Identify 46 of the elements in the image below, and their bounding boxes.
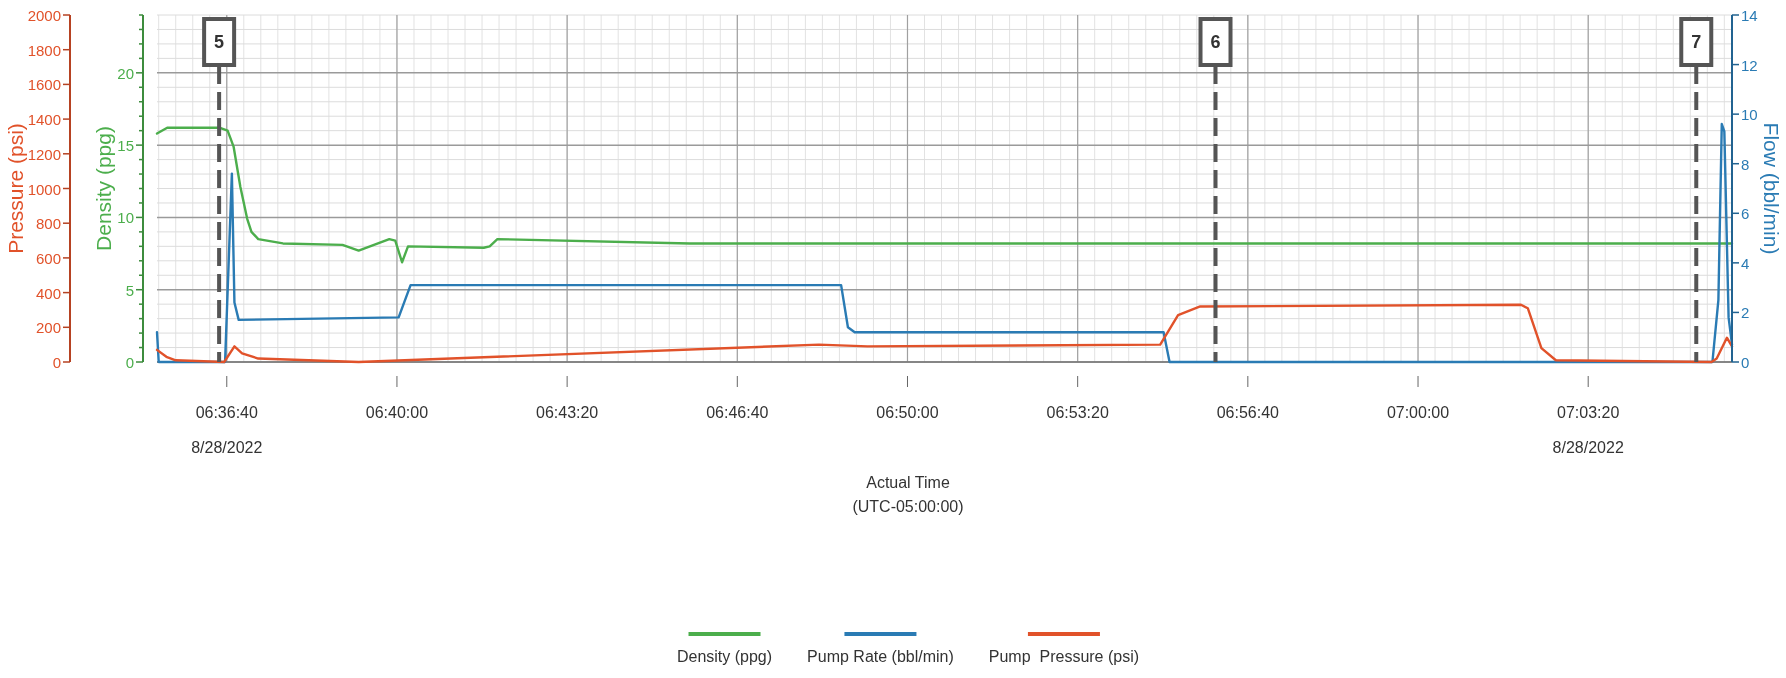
y3-tick-label: 800: [35, 214, 61, 232]
x-tick-label: 06:50:00: [876, 403, 939, 421]
ref-line-label: 7: [1691, 32, 1702, 52]
y-axis-title: Density (ppg): [91, 126, 115, 251]
y3-tick-label: 400: [35, 284, 61, 302]
y3-tick-label: 1800: [27, 41, 61, 59]
y-tick-label: 10: [117, 208, 134, 226]
y2-tick-label: 10: [1741, 105, 1758, 123]
ref-line-label: 5: [214, 32, 225, 52]
y3-tick-label: 1600: [27, 75, 61, 93]
y2-tick-label: 6: [1741, 204, 1750, 222]
y2-tick-label: 2: [1741, 303, 1750, 321]
x-tick-label: 07:03:20 8/28/2022: [1552, 403, 1624, 456]
y-tick-label: 20: [117, 64, 134, 82]
y3-tick-label: 200: [35, 318, 61, 336]
x-tick-label: 06:36:40 8/28/2022: [191, 403, 263, 456]
y3-tick-label: 1400: [27, 110, 61, 128]
x-tick-label: 07:00:00: [1386, 403, 1450, 421]
y2-tick-label: 0: [1741, 353, 1750, 371]
x-tick-label: 06:53:20: [1046, 403, 1109, 421]
y3-tick-label: 600: [35, 249, 61, 267]
y2-tick-label: 8: [1741, 155, 1750, 173]
x-tick-label: 06:46:40: [706, 403, 769, 421]
y3-tick-label: 1000: [27, 180, 61, 197]
x-tick-label: 06:43:20: [535, 403, 599, 421]
y-tick-label: 0: [125, 353, 134, 371]
y2-tick-label: 14: [1741, 6, 1758, 24]
x-axis-title: Actual Time (UTC-05:00:00): [852, 473, 964, 515]
y3-axis-title: Pressure (psi): [3, 123, 27, 254]
line-series: [155, 122, 1734, 364]
legend-label: Pump Rate (bbl/min): [807, 647, 954, 665]
y-tick-label: 5: [125, 281, 134, 299]
ref-line-label: 6: [1210, 32, 1221, 52]
legend-label: Pump Pressure (psi): [988, 647, 1140, 665]
y-tick-label: 15: [117, 136, 134, 154]
line-series: [155, 126, 1734, 264]
y2-tick-label: 12: [1741, 56, 1758, 74]
x-tick-label: 06:40:00: [365, 403, 429, 421]
y3-tick-label: 2000: [27, 6, 61, 24]
x-tick-label: 06:56:40: [1216, 403, 1280, 421]
y3-tick-label: 0: [52, 353, 61, 371]
y3-tick-label: 1200: [27, 145, 61, 163]
y2-tick-label: 4: [1741, 254, 1750, 272]
legend-label: Density (ppg): [676, 647, 773, 665]
line-series: [155, 303, 1734, 364]
y2-axis-title: Flow (bbl/min): [1760, 122, 1784, 255]
